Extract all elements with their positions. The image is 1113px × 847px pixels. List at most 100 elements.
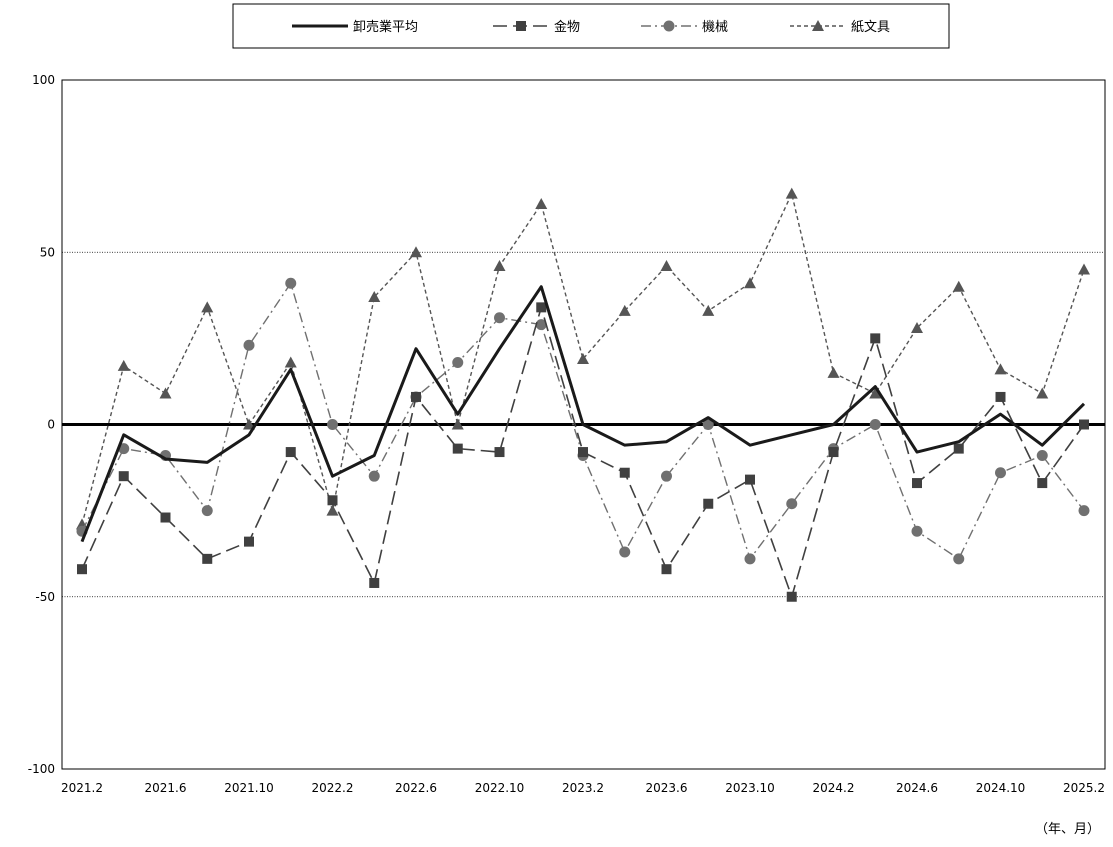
data-point <box>1036 450 1048 462</box>
x-unit-label: （年、月） <box>1035 822 1100 837</box>
data-point <box>410 246 422 258</box>
y-tick-label: 100 <box>32 73 55 87</box>
data-point <box>451 418 464 430</box>
x-tick-label: 2022.6 <box>395 781 437 795</box>
legend-label: 機械 <box>702 20 728 35</box>
legend: 卸売業平均 金物 機械 紙文具 <box>232 3 950 49</box>
data-point <box>159 387 172 399</box>
data-point <box>827 366 840 378</box>
data-point <box>785 187 798 199</box>
data-point <box>369 577 380 588</box>
legend-item: 紙文具 <box>790 20 890 35</box>
data-point <box>411 391 421 402</box>
legend-item: 金物 <box>493 19 580 35</box>
data-point <box>619 467 630 478</box>
data-point <box>953 443 964 454</box>
legend-item: 卸売業平均 <box>292 19 418 35</box>
legend-marker <box>516 21 526 31</box>
data-point <box>661 564 672 575</box>
data-point <box>869 419 881 430</box>
data-point <box>326 504 339 516</box>
data-point <box>577 353 589 365</box>
data-point <box>744 277 756 289</box>
x-tick-label: 2021.10 <box>224 781 274 795</box>
data-point <box>494 312 505 324</box>
data-point <box>786 591 797 602</box>
x-tick-label: 2024.6 <box>896 781 938 795</box>
data-point <box>702 304 715 316</box>
data-point <box>243 339 255 351</box>
data-point <box>494 447 505 458</box>
data-point <box>952 280 965 292</box>
data-point <box>703 498 714 509</box>
data-point <box>243 418 255 430</box>
data-point <box>995 391 1006 402</box>
data-point <box>452 356 464 368</box>
x-tick-label: 2024.2 <box>813 781 855 795</box>
data-point <box>1037 478 1048 489</box>
legend-label: 卸売業平均 <box>353 19 418 35</box>
data-point <box>1078 505 1090 517</box>
data-point <box>368 470 380 482</box>
data-point <box>1078 263 1090 275</box>
y-tick-label: -100 <box>28 762 55 776</box>
data-point <box>535 319 547 331</box>
data-point <box>160 512 171 523</box>
y-tick-label: 50 <box>40 245 55 259</box>
legend-marker <box>663 20 675 32</box>
data-point <box>285 277 297 289</box>
data-point <box>285 447 296 458</box>
series-3 <box>76 187 1090 530</box>
data-point <box>995 467 1006 479</box>
data-point <box>618 304 631 316</box>
x-tick-label: 2023.6 <box>646 781 688 795</box>
data-point <box>118 471 129 482</box>
data-point <box>77 564 87 575</box>
data-point <box>117 359 130 371</box>
x-tick-label: 2023.2 <box>562 781 604 795</box>
series-0 <box>80 285 1086 543</box>
data-point <box>284 356 297 368</box>
data-point <box>745 474 755 485</box>
data-point <box>201 505 213 517</box>
data-point <box>535 198 548 210</box>
x-tick-label: 2025.2 <box>1063 781 1105 795</box>
data-point <box>911 525 923 537</box>
series-1 <box>77 302 1089 602</box>
data-point <box>327 495 338 506</box>
data-point <box>912 478 922 489</box>
x-tick-label: 2021.6 <box>145 781 187 795</box>
data-point <box>870 333 881 344</box>
x-tick-label: 2022.2 <box>312 781 354 795</box>
data-point <box>828 447 839 458</box>
data-point <box>786 498 798 510</box>
data-point <box>368 291 381 303</box>
data-point <box>493 260 506 272</box>
legend-item: 機械 <box>641 20 728 35</box>
data-point <box>202 553 213 564</box>
data-point <box>619 546 631 558</box>
data-point <box>744 553 756 565</box>
x-tick-label: 2022.10 <box>475 781 525 795</box>
data-point <box>578 447 588 458</box>
data-point <box>201 301 214 313</box>
data-point <box>1036 387 1049 399</box>
y-tick-label: 0 <box>47 418 55 432</box>
data-point <box>327 419 338 430</box>
data-point <box>661 470 672 482</box>
data-point <box>702 419 714 430</box>
data-point <box>244 536 254 547</box>
legend-marker <box>812 20 824 31</box>
x-tick-label: 2024.10 <box>976 781 1026 795</box>
x-tick-label: 2023.10 <box>725 781 775 795</box>
data-point <box>994 363 1007 375</box>
data-point <box>869 387 882 399</box>
series-line <box>80 285 1086 543</box>
data-point <box>1079 419 1089 430</box>
data-point <box>660 260 673 272</box>
data-point <box>536 302 547 313</box>
y-tick-label: -50 <box>35 590 55 604</box>
legend-label: 金物 <box>554 19 580 35</box>
data-point <box>953 553 965 565</box>
